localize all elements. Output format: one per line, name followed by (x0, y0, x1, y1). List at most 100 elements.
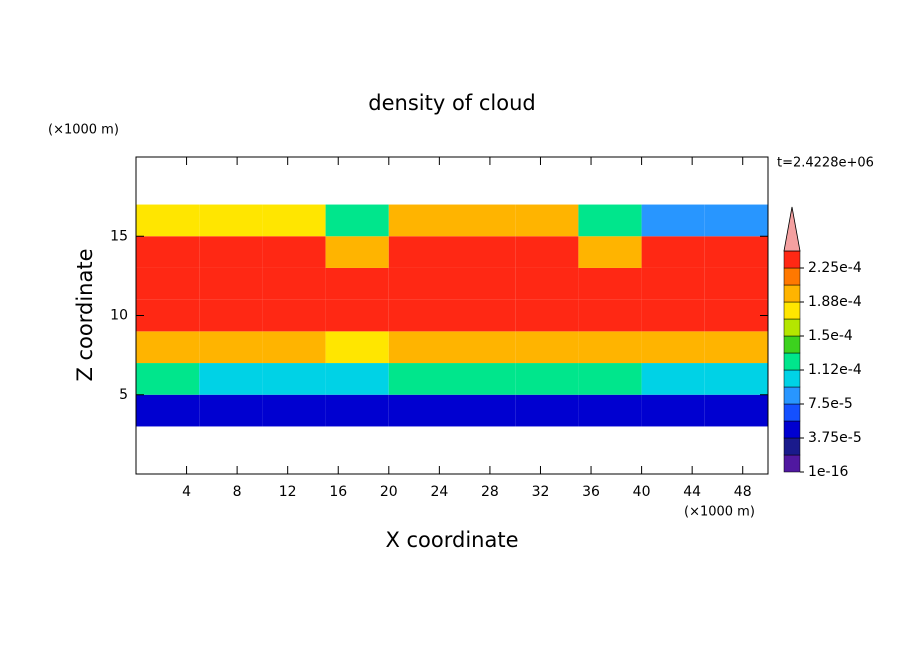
field-cell (515, 363, 579, 395)
colorbar-band (783, 267, 801, 286)
field-cell (199, 267, 263, 300)
x-unit: (×1000 m) (684, 505, 755, 520)
y-tick-label: 10 (110, 308, 128, 324)
field-cell (452, 331, 516, 364)
field-cell (452, 363, 516, 395)
field-cell (136, 299, 200, 332)
field-cell (641, 204, 705, 237)
field-cell (136, 267, 200, 300)
field-cell (199, 236, 263, 268)
field-cell (388, 299, 452, 332)
field-cell (136, 394, 200, 427)
field-cell (262, 204, 326, 237)
x-tick-label: 16 (329, 484, 347, 500)
x-axis-title: X coordinate (385, 528, 518, 552)
field-cell (136, 204, 200, 237)
field-cell (704, 236, 768, 268)
chart-title: density of cloud (368, 91, 535, 115)
colorbar-tick-label: 1e-16 (808, 464, 848, 480)
colorbar-band (783, 403, 801, 422)
field-cell (578, 236, 642, 268)
field-cell (704, 204, 768, 237)
field-cell (325, 236, 389, 268)
colorbar-tick-label: 2.25e-4 (808, 260, 862, 276)
field-cell (704, 363, 768, 395)
y-tick-label: 15 (110, 228, 128, 244)
colorbar-band (783, 369, 801, 388)
field-cell (325, 331, 389, 364)
field-cell (388, 394, 452, 427)
field-cell (262, 363, 326, 395)
field-cell (452, 236, 516, 268)
x-tick-label: 48 (734, 484, 752, 500)
field-cell (325, 299, 389, 332)
x-tick-label: 32 (532, 484, 550, 500)
colorbar-tick-label: 1.12e-4 (808, 362, 862, 378)
field-cell (262, 394, 326, 427)
field-cell (641, 394, 705, 427)
field-cell (704, 331, 768, 364)
field-cell (325, 267, 389, 300)
field-cell (578, 267, 642, 300)
time-label: t=2.4228e+06 (777, 156, 874, 171)
field-cell (325, 204, 389, 237)
colorbar-band (783, 420, 801, 439)
field-cell (262, 267, 326, 300)
field-cell (388, 331, 452, 364)
field-cell (452, 267, 516, 300)
x-tick-label: 28 (481, 484, 499, 500)
field-cell (515, 204, 579, 237)
field-cell (515, 236, 579, 268)
x-tick-label: 12 (279, 484, 297, 500)
field-cell (515, 267, 579, 300)
field-cell (452, 204, 516, 237)
field-cell (641, 299, 705, 332)
colorbar-band (783, 437, 801, 456)
field-cell (199, 204, 263, 237)
field-cell (515, 299, 579, 332)
colorbar-tick-label: 7.5e-5 (808, 396, 853, 412)
colorbar-band (783, 335, 801, 354)
colorbar-band (783, 386, 801, 405)
colorbar-band (783, 284, 801, 303)
colorbar-extend (783, 206, 801, 252)
colorbar-band (783, 454, 801, 473)
field-cell (452, 394, 516, 427)
field-cell (515, 394, 579, 427)
colorbar-band (783, 301, 801, 320)
colorbar-tick-label: 1.88e-4 (808, 294, 862, 310)
field-cell (262, 331, 326, 364)
x-tick-label: 44 (683, 484, 701, 500)
colorbar-band (783, 318, 801, 337)
x-tick-label: 4 (182, 484, 191, 500)
field-cell (262, 299, 326, 332)
x-tick-label: 36 (582, 484, 600, 500)
colorbar-band (783, 352, 801, 371)
x-tick-label: 24 (430, 484, 448, 500)
x-tick-label: 20 (380, 484, 398, 500)
field-cell (199, 363, 263, 395)
field-cell (388, 236, 452, 268)
field-cell (452, 299, 516, 332)
field-cell (325, 394, 389, 427)
field-cell (199, 331, 263, 364)
field-cell (388, 204, 452, 237)
y-axis-title: Z coordinate (73, 248, 97, 381)
field-cell (325, 363, 389, 395)
x-tick-label: 40 (633, 484, 651, 500)
field-cell (136, 331, 200, 364)
colorbar-tick-label: 1.5e-4 (808, 328, 853, 344)
field-cell (388, 267, 452, 300)
field-cell (515, 331, 579, 364)
field-cell (578, 204, 642, 237)
field-cell (578, 363, 642, 395)
x-tick-label: 8 (233, 484, 242, 500)
field-cell (704, 299, 768, 332)
field-cell (199, 394, 263, 427)
colorbar-band (783, 250, 801, 269)
colorbar-tick-label: 3.75e-5 (808, 430, 862, 446)
field-cell (578, 394, 642, 427)
field-cell (136, 236, 200, 268)
field-cell (641, 331, 705, 364)
field-cell (388, 363, 452, 395)
